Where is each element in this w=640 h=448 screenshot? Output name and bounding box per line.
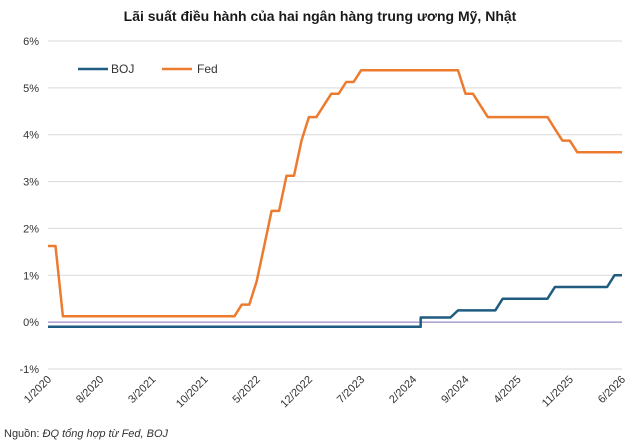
chart-title: Lãi suất điều hành của hai ngân hàng tru… [123,8,517,24]
y-tick-label: 6% [23,36,39,48]
x-tick-label: 5/2022 [231,374,263,406]
x-tick-label: 4/2025 [491,374,523,406]
legend: BOJ Fed [78,62,218,76]
x-tick-label: 2/2024 [387,374,419,406]
y-tick-label: 3% [23,177,39,189]
y-tick-label: 5% [23,83,39,95]
x-tick-label: 1/2020 [22,374,54,406]
x-tick-label: 10/2021 [174,374,211,411]
y-tick-label: 4% [23,130,39,142]
x-tick-label: 3/2021 [126,374,158,406]
x-axis-tick-labels: 1/2020 8/2020 3/2021 10/2021 5/2022 12/2022 7/… [22,374,628,411]
grid-lines [48,40,622,370]
x-tick-label: 6/2026 [596,374,628,406]
series-line-fed [48,69,622,318]
y-tick-label: 2% [23,223,39,235]
source-prefix: Nguồn: [4,428,43,440]
source-text: ĐQ tổng hợp từ Fed, BOJ [42,428,169,440]
x-tick-label: 7/2023 [335,374,367,406]
x-tick-label: 8/2020 [74,374,106,406]
series-lines [48,69,622,329]
legend-label-boj: BOJ [111,62,134,76]
y-axis-tick-labels: 6% 5% 4% 3% 2% 1% 0% -1% [19,36,39,376]
legend-label-fed: Fed [197,62,218,76]
x-tick-label: 11/2025 [540,374,576,410]
series-line-boj [48,274,622,329]
y-tick-label: 0% [23,317,39,329]
source-note: Nguồn: ĐQ tổng hợp từ Fed, BOJ [4,428,168,440]
y-tick-label: -1% [19,364,39,376]
x-tick-label: 9/2024 [439,374,471,406]
x-tick-label: 12/2022 [278,374,315,411]
y-tick-label: 1% [23,270,39,282]
